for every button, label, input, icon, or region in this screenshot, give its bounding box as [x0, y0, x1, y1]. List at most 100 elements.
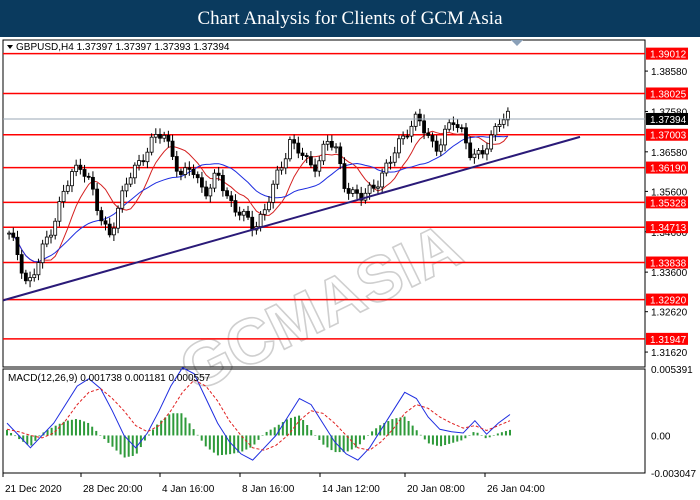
time-tick-label: 21 Dec 2020	[5, 484, 62, 495]
candle-body	[208, 187, 213, 197]
macd-histogram-bar	[200, 435, 203, 441]
candle-body	[246, 210, 250, 218]
macd-histogram-bar	[306, 425, 309, 436]
macd-histogram-bar	[468, 435, 471, 436]
candle-body	[128, 177, 133, 185]
macd-histogram-bar	[399, 417, 402, 436]
macd-histogram-bar	[265, 431, 268, 436]
macd-histogram-bar	[10, 432, 13, 436]
macd-histogram-bar	[135, 435, 138, 454]
level-box	[646, 196, 688, 209]
candle-body	[153, 134, 158, 138]
macd-histogram-bar	[176, 413, 179, 436]
macd-histogram-bar	[216, 435, 219, 456]
price-tick-label: 1.37580	[651, 107, 688, 118]
candle-body	[443, 128, 447, 146]
macd-histogram-bar	[66, 420, 69, 436]
macd-histogram-bar	[281, 422, 284, 436]
candle-body	[137, 160, 141, 166]
macd-histogram-bar	[383, 422, 386, 436]
time-tick-label: 8 Jan 16:00	[242, 484, 295, 495]
macd-histogram-bar	[269, 429, 272, 436]
candle-body	[241, 210, 246, 216]
candle-body	[355, 189, 359, 194]
macd-histogram-bar	[504, 431, 507, 436]
macd-line	[6, 367, 511, 461]
macd-histogram-bar	[168, 414, 171, 436]
candle-body	[422, 120, 426, 134]
macd-histogram-bar	[220, 435, 223, 455]
macd-histogram-bar	[456, 435, 459, 442]
macd-histogram-bar	[253, 435, 256, 445]
symbol-dropdown-icon[interactable]	[7, 45, 13, 49]
candle-body	[409, 125, 414, 137]
moving-average-line	[8, 135, 508, 263]
macd-histogram-bar	[196, 434, 199, 436]
candle-body	[493, 126, 498, 136]
macd-histogram-bar	[147, 434, 150, 436]
candle-body	[40, 243, 45, 264]
macd-histogram-bar	[496, 433, 499, 436]
macd-histogram-bar	[452, 435, 455, 443]
candle-body	[300, 152, 305, 156]
candle-body	[95, 188, 100, 211]
time-tick-label: 26 Jan 04:00	[487, 484, 545, 495]
candle-body	[61, 190, 66, 203]
macd-histogram-bar	[58, 423, 61, 436]
level-label: 1.37003	[650, 131, 687, 142]
macd-histogram-bar	[387, 421, 390, 436]
candle-body	[371, 184, 376, 189]
macd-histogram-bar	[395, 418, 398, 436]
level-box	[646, 47, 688, 60]
macd-histogram-bar	[444, 435, 447, 446]
candle-body	[225, 190, 229, 197]
candle-body	[70, 171, 74, 187]
macd-histogram-bar	[318, 435, 321, 441]
macd-histogram-bar	[375, 428, 378, 436]
candle-body	[455, 124, 460, 129]
macd-histogram-bar	[480, 435, 483, 436]
candle-body	[107, 223, 112, 236]
level-label: 1.35328	[650, 198, 687, 209]
level-box	[646, 293, 688, 306]
macd-tick-label: -0.003047	[651, 469, 696, 480]
macd-histogram-bar	[423, 435, 426, 440]
price-panel-frame	[2, 39, 646, 368]
symbol-info: GBPUSD,H4 1.37397 1.37397 1.37393 1.3739…	[16, 42, 230, 53]
candle-body	[485, 148, 489, 155]
candle-body	[489, 134, 494, 150]
macd-histogram-bar	[273, 427, 276, 436]
macd-histogram-bar	[172, 413, 175, 436]
candle-body	[313, 164, 317, 172]
macd-histogram-bar	[310, 430, 313, 436]
candle-body	[82, 169, 87, 177]
candle-body	[283, 158, 288, 169]
macd-histogram-bar	[411, 425, 414, 436]
macd-histogram-bar	[302, 420, 305, 436]
candle-body	[292, 139, 297, 144]
macd-histogram-bar	[326, 435, 329, 448]
current-price-label: 1.37394	[650, 115, 687, 126]
candle-body	[434, 140, 439, 152]
macd-tick-label: 0.00	[651, 431, 671, 442]
macd-signal-line	[6, 379, 511, 451]
macd-tick-label: 0.005391	[651, 365, 693, 376]
macd-histogram-bar	[354, 435, 357, 448]
macd-histogram-bar	[241, 435, 244, 452]
time-tick-label: 28 Dec 20:00	[83, 484, 143, 495]
candle-body	[91, 176, 95, 190]
candle-body	[99, 210, 104, 222]
macd-histogram-bar	[70, 419, 73, 436]
price-tick-label: 1.31620	[651, 348, 688, 359]
macd-histogram-bar	[225, 435, 228, 455]
page-title: Chart Analysis for Clients of GCM Asia	[0, 0, 700, 37]
level-label: 1.31947	[650, 335, 687, 346]
level-label: 1.34713	[650, 223, 687, 234]
macd-histogram-bar	[164, 417, 167, 436]
chart-shift-marker-icon[interactable]	[511, 40, 523, 46]
candle-body	[317, 160, 322, 172]
candle-body	[19, 254, 24, 274]
price-tick-label: 1.35600	[651, 187, 688, 198]
candle-body	[380, 172, 385, 188]
candle-body	[384, 162, 389, 174]
